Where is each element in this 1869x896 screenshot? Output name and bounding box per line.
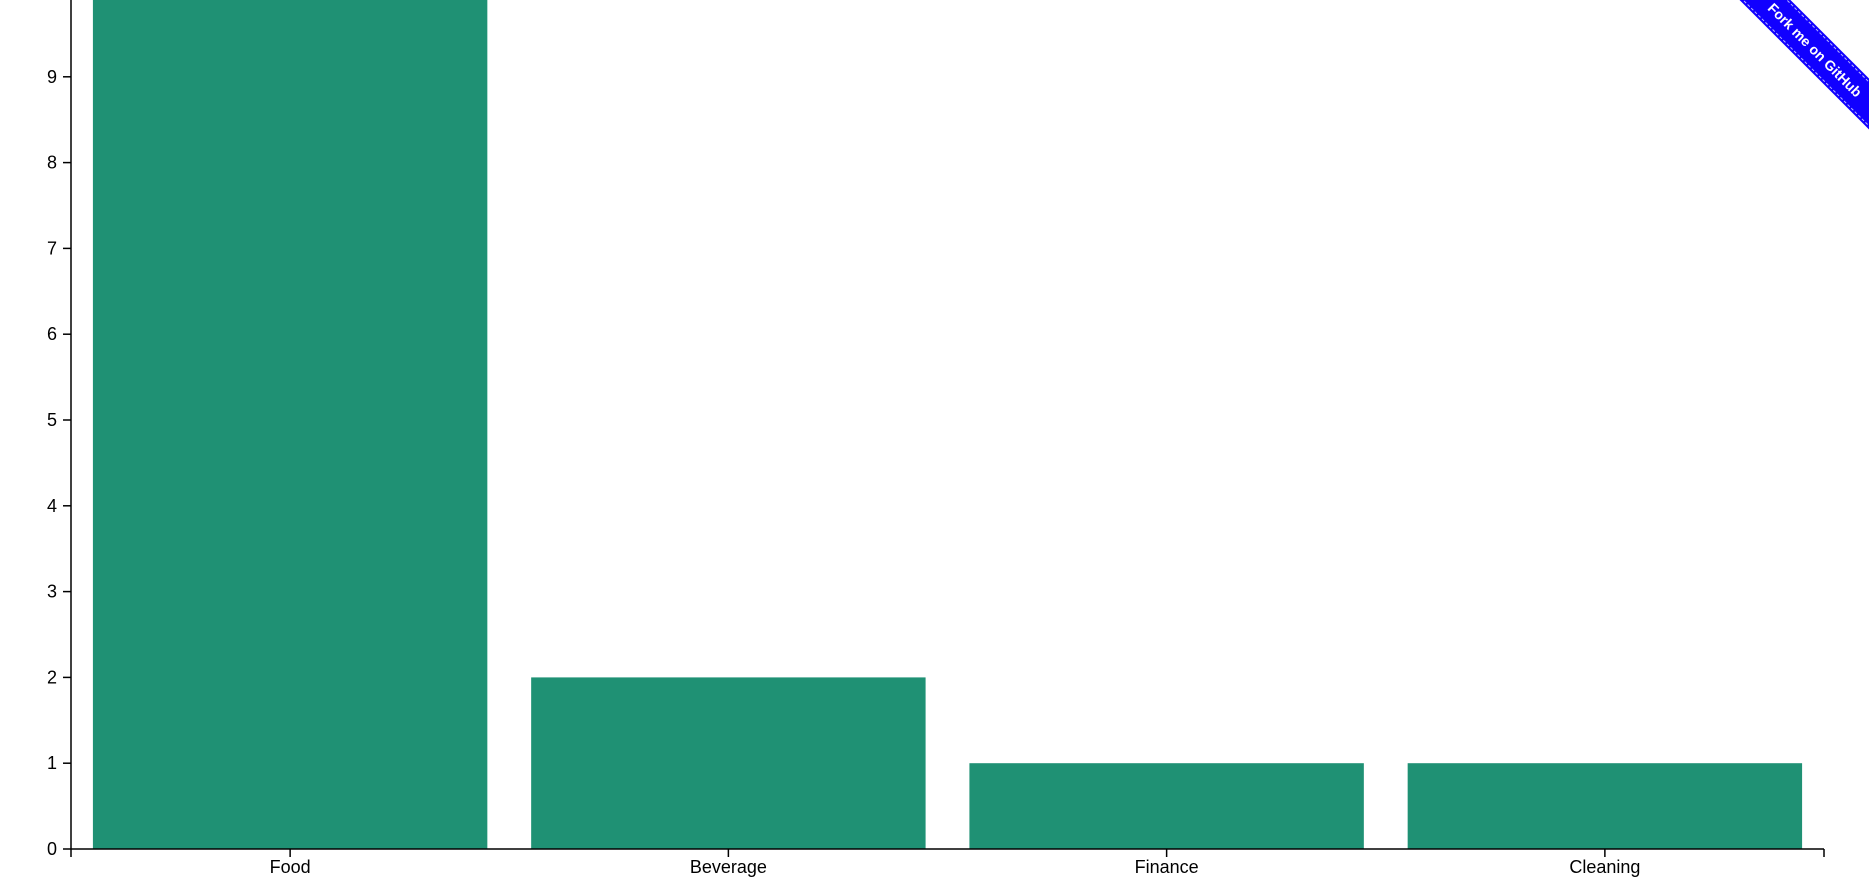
y-tick-label-9: 9 [47, 67, 57, 87]
bar-beverage [531, 677, 926, 849]
y-tick-label-6: 6 [47, 324, 57, 344]
y-tick-label-2: 2 [47, 667, 57, 687]
bar-cleaning [1407, 763, 1803, 849]
y-tick-label-7: 7 [47, 238, 57, 258]
y-tick-label-0: 0 [47, 839, 57, 859]
bars-group [92, 0, 1803, 849]
x-tick-label-food: Food [270, 857, 311, 877]
fork-me-on-github-link[interactable]: Fork me on GitHub [1732, 0, 1869, 133]
y-axis: 0 1 2 3 4 5 6 7 8 9 [47, 0, 72, 859]
github-ribbon-container: Fork me on GitHub [1719, 0, 1869, 150]
y-tick-label-8: 8 [47, 153, 57, 173]
bar-finance [969, 763, 1364, 849]
x-tick-label-cleaning: Cleaning [1569, 857, 1640, 877]
x-axis: Food Beverage Finance Cleaning [70, 848, 1825, 877]
y-tick-label-3: 3 [47, 582, 57, 602]
x-tick-label-finance: Finance [1135, 857, 1199, 877]
y-tick-label-5: 5 [47, 410, 57, 430]
y-tick-label-1: 1 [47, 753, 57, 773]
x-tick-label-beverage: Beverage [690, 857, 767, 877]
y-tick-label-4: 4 [47, 496, 57, 516]
bar-food [92, 0, 488, 849]
